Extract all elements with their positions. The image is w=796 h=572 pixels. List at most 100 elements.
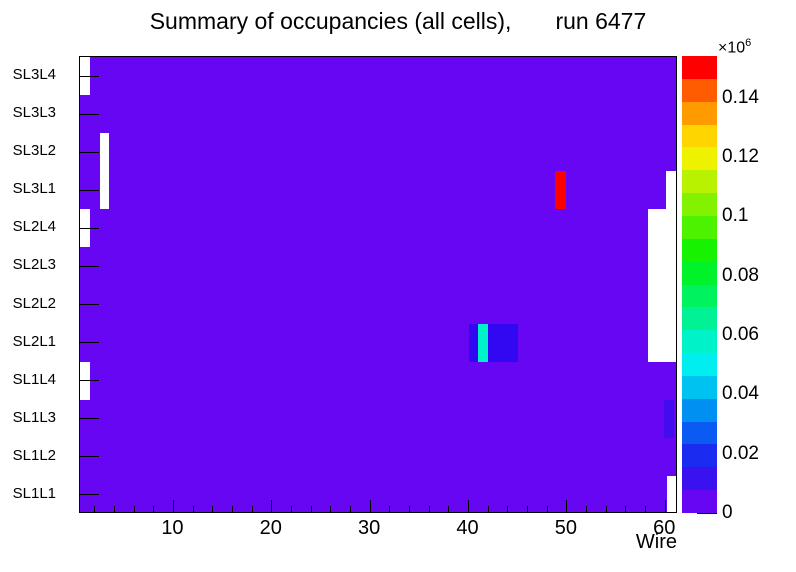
x-axis-minor-tick [586, 506, 588, 512]
y-axis-row-label: SL1L2 [12, 446, 56, 464]
colorbar [682, 55, 717, 513]
y-axis-row-tick [80, 227, 99, 229]
colorbar-band [682, 192, 717, 216]
y-axis-row-label: SL2L3 [12, 256, 56, 274]
y-axis-row-tick [80, 456, 99, 458]
plot-title-text: Summary of occupancies (all cells), [149, 8, 512, 34]
x-axis-tick-label: 30 [358, 517, 381, 539]
colorbar-band [682, 329, 717, 354]
colorbar-tick-label: 0.12 [722, 145, 759, 167]
x-axis-tick-label: 40 [456, 517, 479, 539]
x-axis-minor-tick [94, 506, 96, 512]
y-axis-row-label: SL1L3 [12, 408, 56, 426]
x-axis-minor-tick [349, 506, 351, 512]
heatmap-plot [79, 56, 677, 513]
colorbar-tick-label: 0.04 [722, 383, 759, 405]
colorbar-band [682, 375, 717, 399]
x-axis-tick-label: 60 [653, 517, 676, 539]
colorbar-band [682, 352, 717, 376]
colorbar-tick [697, 512, 717, 514]
x-axis-minor-tick [310, 506, 312, 512]
colorbar-band [682, 146, 717, 171]
x-axis-title: Wire [635, 531, 677, 553]
y-axis-row-label: SL3L2 [12, 142, 56, 160]
x-axis-minor-tick [428, 506, 430, 512]
empty-bin-region [667, 475, 676, 512]
colorbar-band [682, 489, 717, 513]
y-axis-row-tick [80, 75, 99, 77]
y-axis-row-tick [80, 151, 99, 153]
x-axis-minor-tick [290, 506, 292, 512]
colorbar-band [682, 261, 717, 285]
colorbar-exponent-label: ×106 [718, 37, 751, 57]
x-axis-minor-tick [133, 506, 135, 512]
colorbar-band [682, 284, 717, 308]
y-axis-row-label: SL3L4 [12, 66, 56, 84]
x-axis-minor-tick [507, 506, 509, 512]
x-axis-minor-tick [389, 506, 391, 512]
x-axis-major-tick [664, 500, 666, 512]
colorbar-tick-label: 0.02 [722, 442, 759, 464]
x-axis-minor-tick [251, 506, 253, 512]
y-axis-row-tick [80, 342, 99, 344]
y-axis-row-label: SL2L4 [12, 218, 56, 236]
y-axis-row-label: SL3L3 [12, 104, 56, 122]
x-axis-minor-tick [212, 506, 214, 512]
x-axis-minor-tick [113, 506, 115, 512]
x-axis-minor-tick [153, 506, 155, 512]
colorbar-band [682, 306, 717, 331]
hot-bin [468, 323, 518, 362]
y-axis-row-label: SL1L1 [12, 484, 56, 502]
hot-bin [555, 171, 566, 210]
x-axis-minor-tick [231, 506, 233, 512]
colorbar-exponent-base: ×10 [718, 39, 746, 57]
colorbar-tick-label: 0.14 [722, 86, 759, 108]
hot-bin [664, 399, 675, 438]
x-axis-minor-tick [192, 506, 194, 512]
empty-bin-region [666, 171, 676, 210]
x-axis-minor-tick [625, 506, 627, 512]
x-axis-minor-tick [487, 506, 489, 512]
y-axis-row-tick [80, 418, 99, 420]
colorbar-band [682, 124, 717, 148]
colorbar-tick-label: 0.1 [722, 205, 749, 227]
x-axis-minor-tick [330, 506, 332, 512]
colorbar-band [682, 443, 717, 468]
colorbar-band [682, 101, 717, 125]
y-axis-row-tick [80, 113, 99, 115]
x-axis-major-tick [566, 500, 568, 512]
x-axis-tick-label: 20 [259, 517, 282, 539]
y-axis-row-tick [80, 189, 99, 191]
hot-bin [478, 323, 489, 362]
x-axis-minor-tick [527, 506, 529, 512]
x-axis-major-tick [271, 500, 273, 512]
x-axis-minor-tick [605, 506, 607, 512]
y-axis-row-tick [80, 380, 99, 382]
colorbar-band [682, 398, 717, 422]
colorbar-band [682, 215, 717, 239]
empty-bin-region [99, 133, 110, 210]
colorbar-tick-label: 0.08 [722, 264, 759, 286]
colorbar-exponent-power: 6 [745, 37, 752, 49]
colorbar-band [682, 169, 717, 194]
x-axis-tick-label: 10 [161, 517, 184, 539]
y-axis-row-label: SL1L4 [12, 370, 56, 388]
x-axis-major-tick [369, 500, 371, 512]
y-axis-row-label: SL3L1 [12, 180, 56, 198]
colorbar-band [682, 466, 717, 491]
colorbar-band [682, 78, 717, 102]
x-axis-minor-tick [546, 506, 548, 512]
empty-bin-region [648, 209, 676, 362]
y-axis-row-tick [80, 494, 99, 496]
x-axis-major-tick [468, 500, 469, 512]
y-axis-row-label: SL2L1 [12, 332, 56, 350]
x-axis-minor-tick [448, 506, 450, 512]
x-axis-minor-tick [645, 506, 647, 512]
x-axis-minor-tick [408, 506, 410, 512]
y-axis-row-label: SL2L2 [12, 294, 56, 312]
x-axis-tick-label: 50 [554, 517, 577, 539]
colorbar-band [682, 238, 717, 262]
x-axis-major-tick [172, 500, 174, 512]
colorbar-tick-label: 0.06 [722, 323, 759, 345]
